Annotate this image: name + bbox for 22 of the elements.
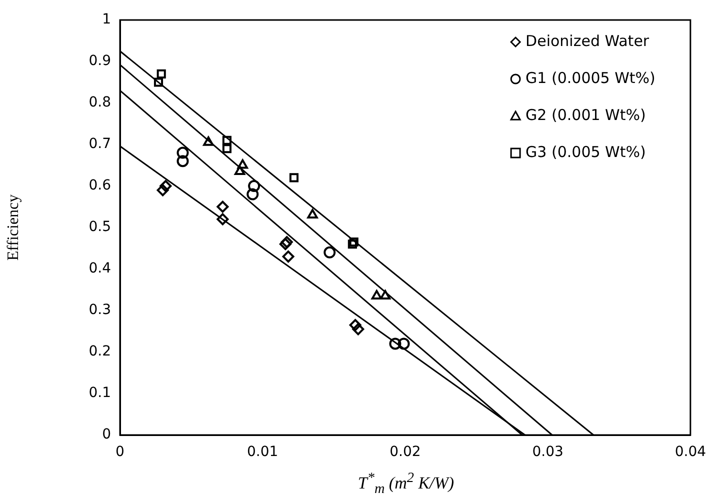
x-tick-label: 0.01 bbox=[247, 444, 278, 460]
legend-label: G1 (0.0005 Wt%) bbox=[526, 68, 656, 87]
legend-label: G2 (0.001 Wt%) bbox=[526, 106, 646, 124]
y-tick-label: 1 bbox=[102, 12, 111, 28]
x-tick-label: 0.04 bbox=[674, 444, 706, 460]
y-axis-title: Efficiency bbox=[4, 194, 22, 261]
y-tick-label: 0.8 bbox=[88, 94, 111, 111]
y-tick-label: 0.9 bbox=[88, 53, 111, 70]
y-tick-label: 0.4 bbox=[88, 260, 112, 277]
y-tick-label: 0.2 bbox=[88, 344, 111, 360]
y-tick-label: 0.6 bbox=[88, 178, 112, 194]
y-tick-label: 0 bbox=[102, 426, 111, 443]
x-axis-title: T$^{*}$$_{m}$ (m$^{2}$ K/W) bbox=[356, 470, 456, 498]
x-tick-label: 0 bbox=[116, 444, 124, 460]
y-tick-label: 0.7 bbox=[88, 136, 111, 152]
legend-label: G3 (0.005 Wt%) bbox=[526, 142, 646, 161]
x-tick-label: 0.03 bbox=[532, 444, 564, 460]
x-tick-label: 0.02 bbox=[390, 444, 421, 460]
y-tick-label: 0.3 bbox=[88, 302, 111, 318]
y-tick-label: 0.1 bbox=[88, 385, 111, 402]
y-tick-label: 0.5 bbox=[88, 219, 111, 236]
legend-label: Deionized Water bbox=[526, 32, 650, 50]
